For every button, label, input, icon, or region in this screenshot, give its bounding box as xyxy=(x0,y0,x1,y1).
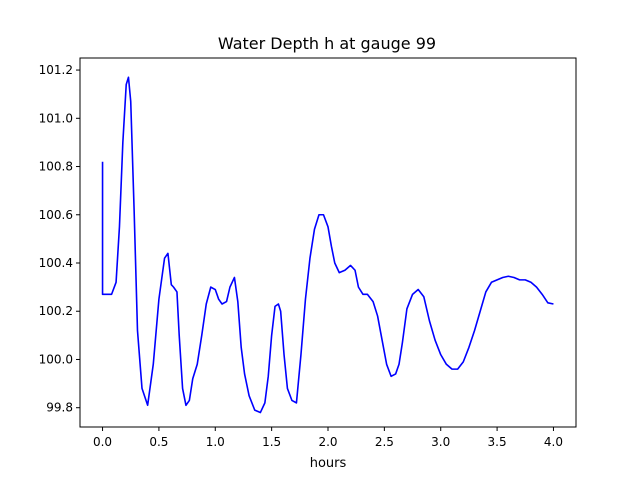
x-axis: 0.0 0.5 1.0 1.5 2.0 2.5 3.0 3.5 4.0 xyxy=(93,427,563,449)
x-tick-label: 2.0 xyxy=(318,435,337,449)
x-tick-label: 2.5 xyxy=(375,435,394,449)
x-tick-label: 3.0 xyxy=(431,435,450,449)
series-line xyxy=(101,76,554,414)
x-tick-label: 1.0 xyxy=(206,435,225,449)
y-tick-label: 100.2 xyxy=(39,304,73,318)
y-tick-label: 100.6 xyxy=(39,208,73,222)
x-tick-label: 3.5 xyxy=(488,435,507,449)
x-tick-label: 1.5 xyxy=(262,435,281,449)
y-tick-label: 100.0 xyxy=(39,352,73,366)
y-tick-label: 100.8 xyxy=(39,160,73,174)
y-tick-label: 101.2 xyxy=(39,63,73,77)
y-tick-label: 100.4 xyxy=(39,256,73,270)
x-tick-label: 0.5 xyxy=(149,435,168,449)
x-axis-label: hours xyxy=(310,456,347,471)
chart-title: Water Depth h at gauge 99 xyxy=(218,34,436,53)
y-tick-label: 101.0 xyxy=(39,111,73,125)
plot-frame xyxy=(79,57,577,428)
y-axis: 99.8 100.0 100.2 100.4 100.6 100.8 101.0 101.2 xyxy=(39,63,80,415)
x-tick-label: 4.0 xyxy=(544,435,563,449)
y-tick-label: 99.8 xyxy=(46,401,73,415)
x-tick-label: 0.0 xyxy=(93,435,112,449)
